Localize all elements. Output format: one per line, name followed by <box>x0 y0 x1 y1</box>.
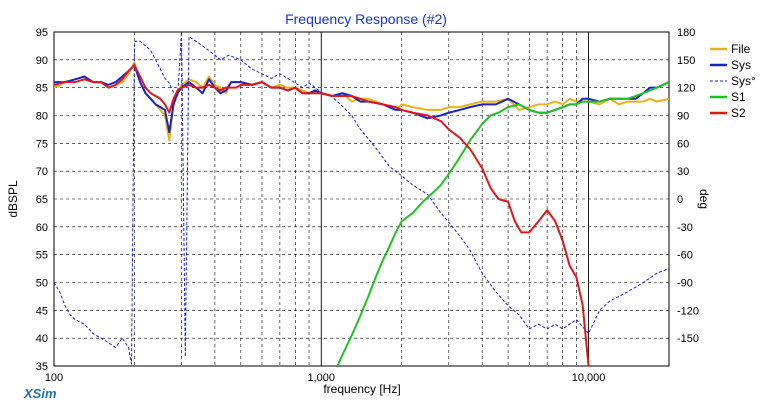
xsim-brand-label: XSim <box>23 386 57 401</box>
y-tick-label: 60 <box>36 222 48 234</box>
grid <box>54 32 669 366</box>
series-line-sys <box>54 32 669 365</box>
legend-label: S1 <box>731 90 746 104</box>
chart-title: Frequency Response (#2) <box>285 11 447 27</box>
y2-tick-label: 90 <box>677 111 689 123</box>
y2-tick-label: 150 <box>677 55 695 67</box>
y-tick-label: 90 <box>36 55 48 67</box>
legend-label: Sys <box>731 58 751 72</box>
y2-tick-label: 0 <box>677 194 683 206</box>
y2-tick-label: 180 <box>677 27 695 39</box>
legend: File Sys Sys° S1 S2 <box>710 42 756 120</box>
y-tick-label: 85 <box>36 83 48 95</box>
tick-labels: 95 90 85 80 75 70 65 60 55 50 45 40 35 180 150 120 90 60 3… <box>36 27 699 384</box>
y-tick-label: 35 <box>36 361 48 373</box>
y2-tick-label: -30 <box>677 222 693 234</box>
y-tick-label: 40 <box>36 333 48 345</box>
y2-tick-label: 60 <box>677 138 689 150</box>
y-tick-label: 75 <box>36 138 48 150</box>
plot-frame <box>53 31 670 367</box>
y2-tick-label: -60 <box>677 250 693 262</box>
x-tick-label: 1,000 <box>308 372 336 384</box>
y2-tick-label: -150 <box>677 333 699 345</box>
x-tick-label: 10,000 <box>572 372 606 384</box>
x-axis-label: frequency [Hz] <box>323 382 400 396</box>
series-line-s1 <box>336 81 669 366</box>
y-tick-label: 45 <box>36 305 48 317</box>
legend-label: Sys° <box>731 74 756 88</box>
y-tick-label: 80 <box>36 111 48 123</box>
y2-tick-label: -120 <box>677 305 699 317</box>
y2-tick-label: 30 <box>677 166 689 178</box>
legend-label: S2 <box>731 106 746 120</box>
y-tick-label: 55 <box>36 250 48 262</box>
y-tick-label: 65 <box>36 194 48 206</box>
y-tick-label: 95 <box>36 27 48 39</box>
y-tick-label: 50 <box>36 278 48 290</box>
y2-axis-label: deg <box>697 189 711 209</box>
y2-tick-label: 120 <box>677 83 695 95</box>
y-tick-label: 70 <box>36 166 48 178</box>
legend-label: File <box>731 42 751 56</box>
series-lines <box>54 32 669 366</box>
series-line-s2 <box>54 64 590 366</box>
y2-tick-label: -90 <box>677 278 693 290</box>
x-tick-label: 100 <box>45 372 63 384</box>
y-axis-label: dBSPL <box>6 180 20 218</box>
